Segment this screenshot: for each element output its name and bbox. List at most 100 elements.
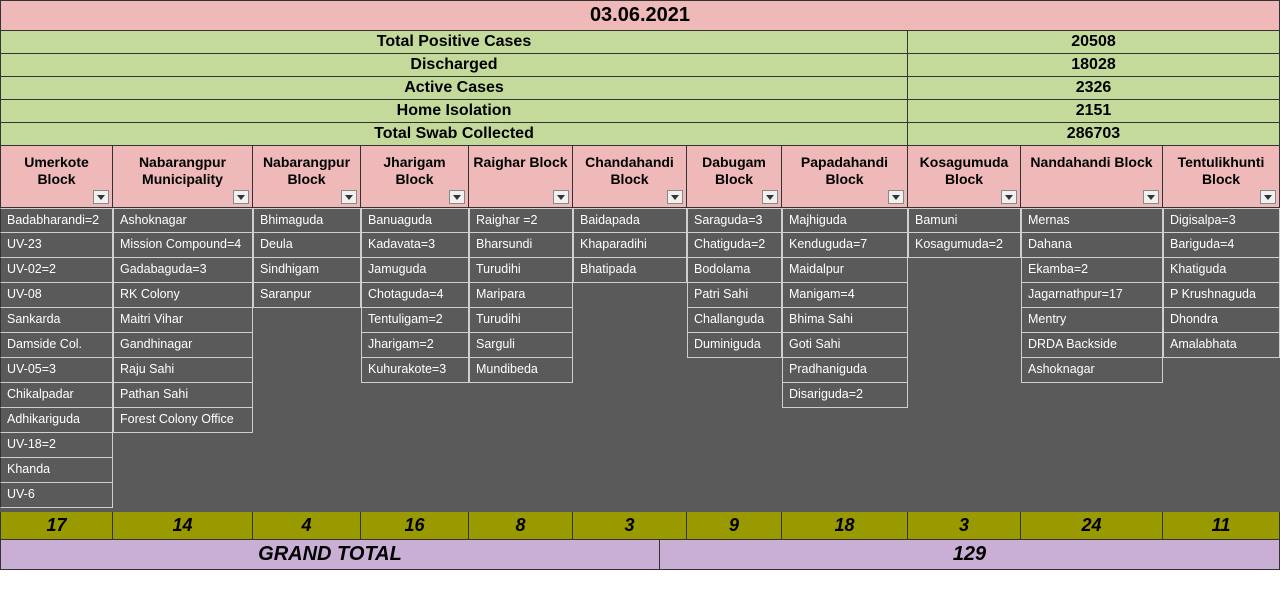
data-cell[interactable]: Kosagumuda=2 <box>908 233 1021 258</box>
data-cell[interactable]: Duminiguda <box>687 333 782 358</box>
data-cell[interactable]: Badabharandi=2 <box>0 208 113 233</box>
data-cell[interactable]: Bodolama <box>687 258 782 283</box>
data-cell[interactable]: Tentuligam=2 <box>361 308 469 333</box>
data-cell[interactable]: Raju Sahi <box>113 358 253 383</box>
summary-label: Discharged <box>0 54 908 77</box>
data-cell[interactable]: Manigam=4 <box>782 283 908 308</box>
column-total: 17 <box>0 512 113 540</box>
column-header-label: Raighar Block <box>473 154 567 170</box>
column-total: 24 <box>1021 512 1163 540</box>
data-cell[interactable]: Turudihi <box>469 258 573 283</box>
data-cell[interactable]: Maripara <box>469 283 573 308</box>
data-cell[interactable]: UV-18=2 <box>0 433 113 458</box>
data-cell[interactable]: Mentry <box>1021 308 1163 333</box>
summary-value: 2151 <box>908 100 1280 123</box>
data-cell[interactable]: Sankarda <box>0 308 113 333</box>
chevron-down-icon <box>237 195 245 200</box>
data-cell[interactable]: Adhikariguda <box>0 408 113 433</box>
data-cell[interactable]: Gandhinagar <box>113 333 253 358</box>
data-cell[interactable]: Khaparadihi <box>573 233 687 258</box>
data-cell[interactable]: Majhiguda <box>782 208 908 233</box>
data-cell[interactable]: Bhima Sahi <box>782 308 908 333</box>
data-cell[interactable]: Jamuguda <box>361 258 469 283</box>
data-cell[interactable]: Challanguda <box>687 308 782 333</box>
data-cell[interactable]: UV-08 <box>0 283 113 308</box>
data-cell[interactable]: Gadabaguda=3 <box>113 258 253 283</box>
data-cell[interactable]: Bhatipada <box>573 258 687 283</box>
data-cell[interactable]: Pathan Sahi <box>113 383 253 408</box>
data-cell[interactable]: Damside Col. <box>0 333 113 358</box>
filter-dropdown-button[interactable] <box>341 190 357 204</box>
data-cell[interactable]: Bariguda=4 <box>1163 233 1280 258</box>
data-cell[interactable]: Dhondra <box>1163 308 1280 333</box>
data-cell[interactable]: Banuaguda <box>361 208 469 233</box>
data-cell[interactable]: Mernas <box>1021 208 1163 233</box>
data-cell[interactable]: Ashoknagar <box>1021 358 1163 383</box>
summary-row: Home Isolation 2151 <box>0 100 1280 123</box>
filter-dropdown-button[interactable] <box>553 190 569 204</box>
filter-dropdown-button[interactable] <box>1260 190 1276 204</box>
filter-dropdown-button[interactable] <box>888 190 904 204</box>
data-cell[interactable]: Turudihi <box>469 308 573 333</box>
data-cell[interactable]: Ekamba=2 <box>1021 258 1163 283</box>
data-cell[interactable]: Maidalpur <box>782 258 908 283</box>
summary-label: Active Cases <box>0 77 908 100</box>
data-cell[interactable]: RK Colony <box>113 283 253 308</box>
data-cell[interactable]: Jharigam=2 <box>361 333 469 358</box>
data-cell[interactable]: Forest Colony Office <box>113 408 253 433</box>
data-cell[interactable]: Kenduguda=7 <box>782 233 908 258</box>
data-cell[interactable]: Pradhaniguda <box>782 358 908 383</box>
data-cell[interactable]: Saranpur <box>253 283 361 308</box>
data-cell[interactable]: Sindhigam <box>253 258 361 283</box>
column-header: Papadahandi Block <box>782 146 908 208</box>
data-cell[interactable]: Saraguda=3 <box>687 208 782 233</box>
data-cell[interactable]: Baidapada <box>573 208 687 233</box>
data-cell[interactable]: Khatiguda <box>1163 258 1280 283</box>
data-cell[interactable]: Sarguli <box>469 333 573 358</box>
filter-dropdown-button[interactable] <box>762 190 778 204</box>
data-cell[interactable]: Patri Sahi <box>687 283 782 308</box>
data-cell[interactable]: Mundibeda <box>469 358 573 383</box>
filter-dropdown-button[interactable] <box>233 190 249 204</box>
column-header-label: Umerkote Block <box>24 154 89 187</box>
data-cell[interactable]: Chotaguda=4 <box>361 283 469 308</box>
data-cell[interactable]: UV-6 <box>0 483 113 508</box>
data-cell[interactable]: Kadavata=3 <box>361 233 469 258</box>
chevron-down-icon <box>1147 195 1155 200</box>
data-cell[interactable]: Digisalpa=3 <box>1163 208 1280 233</box>
summary-section: Total Positive Cases 20508 Discharged 18… <box>0 31 1280 146</box>
data-cell[interactable]: Bhimaguda <box>253 208 361 233</box>
data-cell[interactable]: Dahana <box>1021 233 1163 258</box>
chevron-down-icon <box>97 195 105 200</box>
data-cell[interactable]: Chatiguda=2 <box>687 233 782 258</box>
summary-value: 18028 <box>908 54 1280 77</box>
filter-dropdown-button[interactable] <box>449 190 465 204</box>
data-cell[interactable]: Goti Sahi <box>782 333 908 358</box>
data-cell[interactable]: Chikalpadar <box>0 383 113 408</box>
data-cell[interactable]: UV-23 <box>0 233 113 258</box>
data-cell[interactable]: Bharsundi <box>469 233 573 258</box>
data-cell[interactable]: Kuhurakote=3 <box>361 358 469 383</box>
data-cell[interactable]: Ashoknagar <box>113 208 253 233</box>
data-cell[interactable]: Raighar =2 <box>469 208 573 233</box>
data-cell[interactable]: Khanda <box>0 458 113 483</box>
filter-dropdown-button[interactable] <box>667 190 683 204</box>
column-header-label: Papadahandi Block <box>801 154 888 187</box>
data-cell[interactable]: DRDA Backside <box>1021 333 1163 358</box>
data-cell[interactable]: Jagarnathpur=17 <box>1021 283 1163 308</box>
filter-dropdown-button[interactable] <box>1143 190 1159 204</box>
data-cell[interactable]: Amalabhata <box>1163 333 1280 358</box>
data-cell[interactable]: UV-02=2 <box>0 258 113 283</box>
column-header: Kosagumuda Block <box>908 146 1021 208</box>
data-cell[interactable]: UV-05=3 <box>0 358 113 383</box>
chevron-down-icon <box>453 195 461 200</box>
data-cell[interactable]: Disariguda=2 <box>782 383 908 408</box>
data-cell[interactable]: Bamuni <box>908 208 1021 233</box>
data-cell[interactable]: P Krushnaguda <box>1163 283 1280 308</box>
data-cell[interactable]: Mission Compound=4 <box>113 233 253 258</box>
chevron-down-icon <box>892 195 900 200</box>
filter-dropdown-button[interactable] <box>93 190 109 204</box>
data-cell[interactable]: Deula <box>253 233 361 258</box>
filter-dropdown-button[interactable] <box>1001 190 1017 204</box>
data-cell[interactable]: Maitri Vihar <box>113 308 253 333</box>
